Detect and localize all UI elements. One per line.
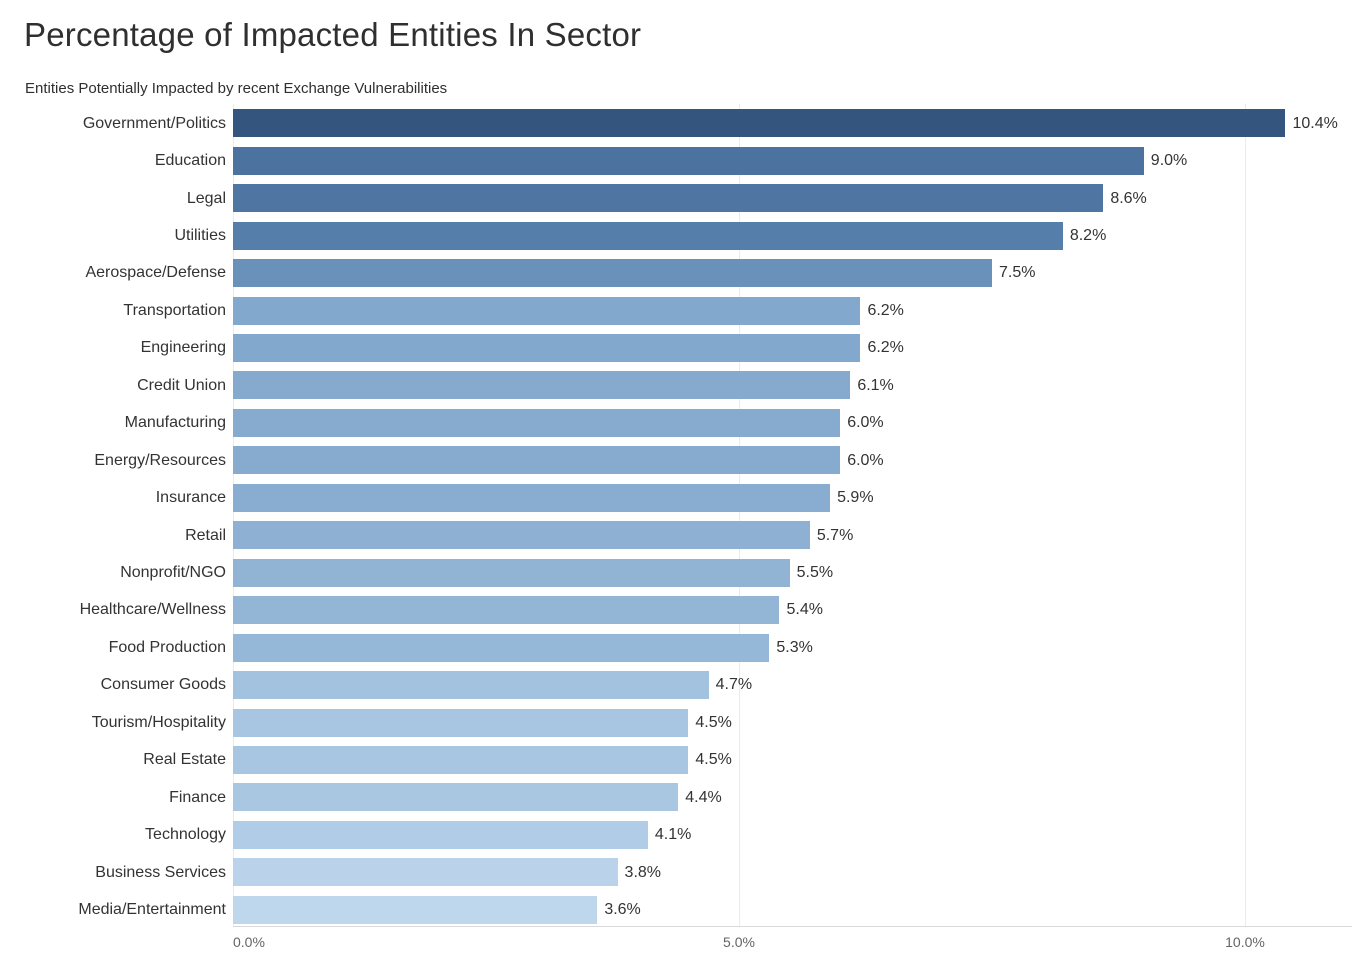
value-label: 5.4% <box>786 601 823 619</box>
category-label: Business Services <box>95 863 226 881</box>
bar[interactable] <box>233 483 831 512</box>
value-label: 4.4% <box>685 788 722 806</box>
value-label: 4.5% <box>695 751 732 769</box>
category-label: Transportation <box>123 301 226 319</box>
category-label: Utilities <box>174 226 226 244</box>
chart-title: Percentage of Impacted Entities In Secto… <box>24 16 642 53</box>
bar[interactable] <box>233 783 679 812</box>
category-label: Credit Union <box>137 376 226 394</box>
category-label: Nonprofit/NGO <box>120 564 226 581</box>
category-label: Manufacturing <box>124 414 226 432</box>
x-tick-label: 10.0% <box>1225 934 1265 950</box>
category-label: Food Production <box>108 638 226 656</box>
category-label: Technology <box>145 826 226 844</box>
category-label: Aerospace/Defense <box>85 264 226 282</box>
bar[interactable] <box>233 221 1063 250</box>
value-label: 3.8% <box>624 863 662 881</box>
bar[interactable] <box>233 596 780 625</box>
bar[interactable] <box>233 820 648 849</box>
value-label: 5.7% <box>816 526 854 544</box>
bar[interactable] <box>233 408 841 437</box>
chart-subtitle: Entities Potentially Impacted by recent … <box>25 80 448 97</box>
bar[interactable] <box>233 895 598 924</box>
bar[interactable] <box>233 633 770 662</box>
value-label: 5.5% <box>796 564 834 581</box>
value-label: 5.9% <box>837 489 874 507</box>
bar[interactable] <box>233 671 709 700</box>
category-label: Finance <box>169 788 226 806</box>
value-label: 5.3% <box>776 638 813 656</box>
bar[interactable] <box>233 146 1144 175</box>
bar[interactable] <box>233 296 861 325</box>
category-label: Media/Entertainment <box>78 901 226 919</box>
value-label: 4.5% <box>695 713 732 731</box>
value-label: 6.1% <box>857 376 894 394</box>
bar[interactable] <box>233 446 841 475</box>
category-label: Real Estate <box>143 751 226 769</box>
category-label: Legal <box>186 189 226 207</box>
bar[interactable] <box>233 184 1104 213</box>
category-label: Tourism/Hospitality <box>91 713 226 731</box>
category-label: Consumer Goods <box>100 676 226 694</box>
category-label: Healthcare/Wellness <box>79 601 226 619</box>
bar[interactable] <box>233 109 1286 138</box>
category-label: Energy/Resources <box>94 451 226 469</box>
value-label: 3.6% <box>604 901 641 919</box>
bar[interactable] <box>233 708 689 737</box>
gridline <box>1245 104 1246 926</box>
bar[interactable] <box>233 334 861 363</box>
value-label: 9.0% <box>1150 152 1188 170</box>
category-label: Engineering <box>140 339 226 357</box>
value-label: 6.2% <box>867 339 904 357</box>
category-label: Education <box>154 152 226 170</box>
bar[interactable] <box>233 371 851 400</box>
value-label: 6.0% <box>847 451 884 469</box>
x-tick-label: 0.0% <box>233 934 265 950</box>
value-label: 8.6% <box>1110 189 1147 207</box>
value-label: 10.4% <box>1292 114 1338 132</box>
x-tick-label: 5.0% <box>723 934 755 950</box>
bar[interactable] <box>233 558 790 587</box>
bar[interactable] <box>233 259 992 288</box>
category-label: Insurance <box>155 489 226 507</box>
category-label: Government/Politics <box>82 114 226 132</box>
bar[interactable] <box>233 745 689 774</box>
category-label: Retail <box>185 526 226 544</box>
bar[interactable] <box>233 858 618 887</box>
value-label: 4.7% <box>715 676 753 694</box>
bar[interactable] <box>233 521 810 550</box>
value-label: 8.2% <box>1069 226 1107 244</box>
value-label: 7.5% <box>999 264 1036 282</box>
x-axis-line <box>233 926 1352 927</box>
value-label: 6.0% <box>847 414 884 432</box>
gridline <box>739 104 740 926</box>
value-label: 6.2% <box>867 301 904 319</box>
value-label: 4.1% <box>654 826 692 844</box>
gridline <box>233 104 234 926</box>
